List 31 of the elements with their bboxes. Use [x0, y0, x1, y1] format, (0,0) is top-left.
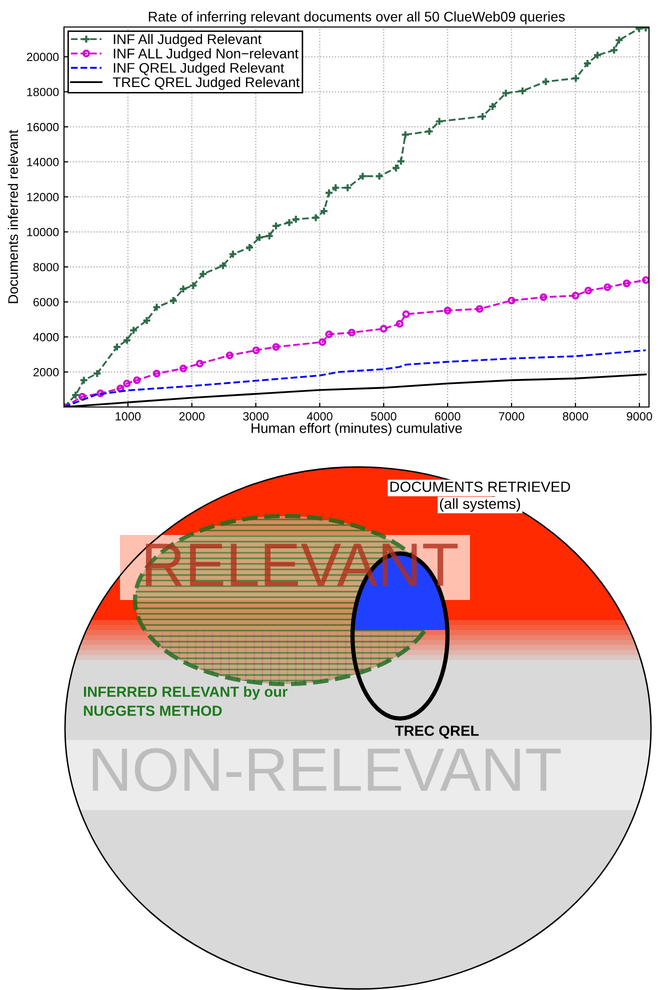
y-axis-title: Documents inferred relevant — [8, 130, 18, 304]
y-tick-label: 10000 — [27, 228, 59, 236]
x-axis-title: Human effort (minutes) cumulative — [252, 422, 462, 436]
y-tick-label: 14000 — [27, 158, 59, 166]
chart-title: Rate of inferring relevant documents over all 50 ClueWeb09 queries — [148, 11, 565, 24]
x-tick-label: 8000 — [562, 412, 588, 421]
text: NUGGETS METHOD — [84, 706, 222, 716]
text: DOCUMENTS RETRIEVED — [390, 482, 570, 492]
text: INFERRED RELEVANT by our — [84, 686, 288, 700]
x-tick-label: 1000 — [116, 412, 141, 421]
legend-label: INF ALL Judged Non−relevant — [114, 48, 298, 62]
y-tick-label: 6000 — [33, 298, 59, 306]
y-tick-label: 16000 — [27, 122, 59, 132]
y-tick-label: 2000 — [33, 368, 59, 376]
legend-label: INF All Judged Relevant — [114, 34, 262, 47]
x-tick-label: 3000 — [243, 412, 268, 421]
x-tick-label: 6000 — [435, 412, 460, 421]
text: (all systems) — [440, 498, 520, 512]
y-tick-label: 8000 — [33, 262, 59, 272]
y-tick-label: 4000 — [33, 332, 59, 342]
y-tick-label: 18000 — [27, 88, 59, 96]
x-tick-label: 9000 — [626, 412, 652, 421]
x-tick-label: 4000 — [306, 412, 332, 421]
x-tick-label: 2000 — [179, 412, 205, 421]
x-tick-label: 7000 — [499, 412, 524, 421]
legend-label: INF QREL Judged Relevant — [114, 62, 284, 76]
text: TREC QREL — [395, 726, 479, 739]
y-tick-label: 20000 — [26, 52, 59, 62]
y-tick-label: 12000 — [27, 192, 59, 202]
x-tick-label: 5000 — [371, 412, 396, 421]
legend-label: TREC QREL Judged Relevant — [112, 76, 300, 90]
